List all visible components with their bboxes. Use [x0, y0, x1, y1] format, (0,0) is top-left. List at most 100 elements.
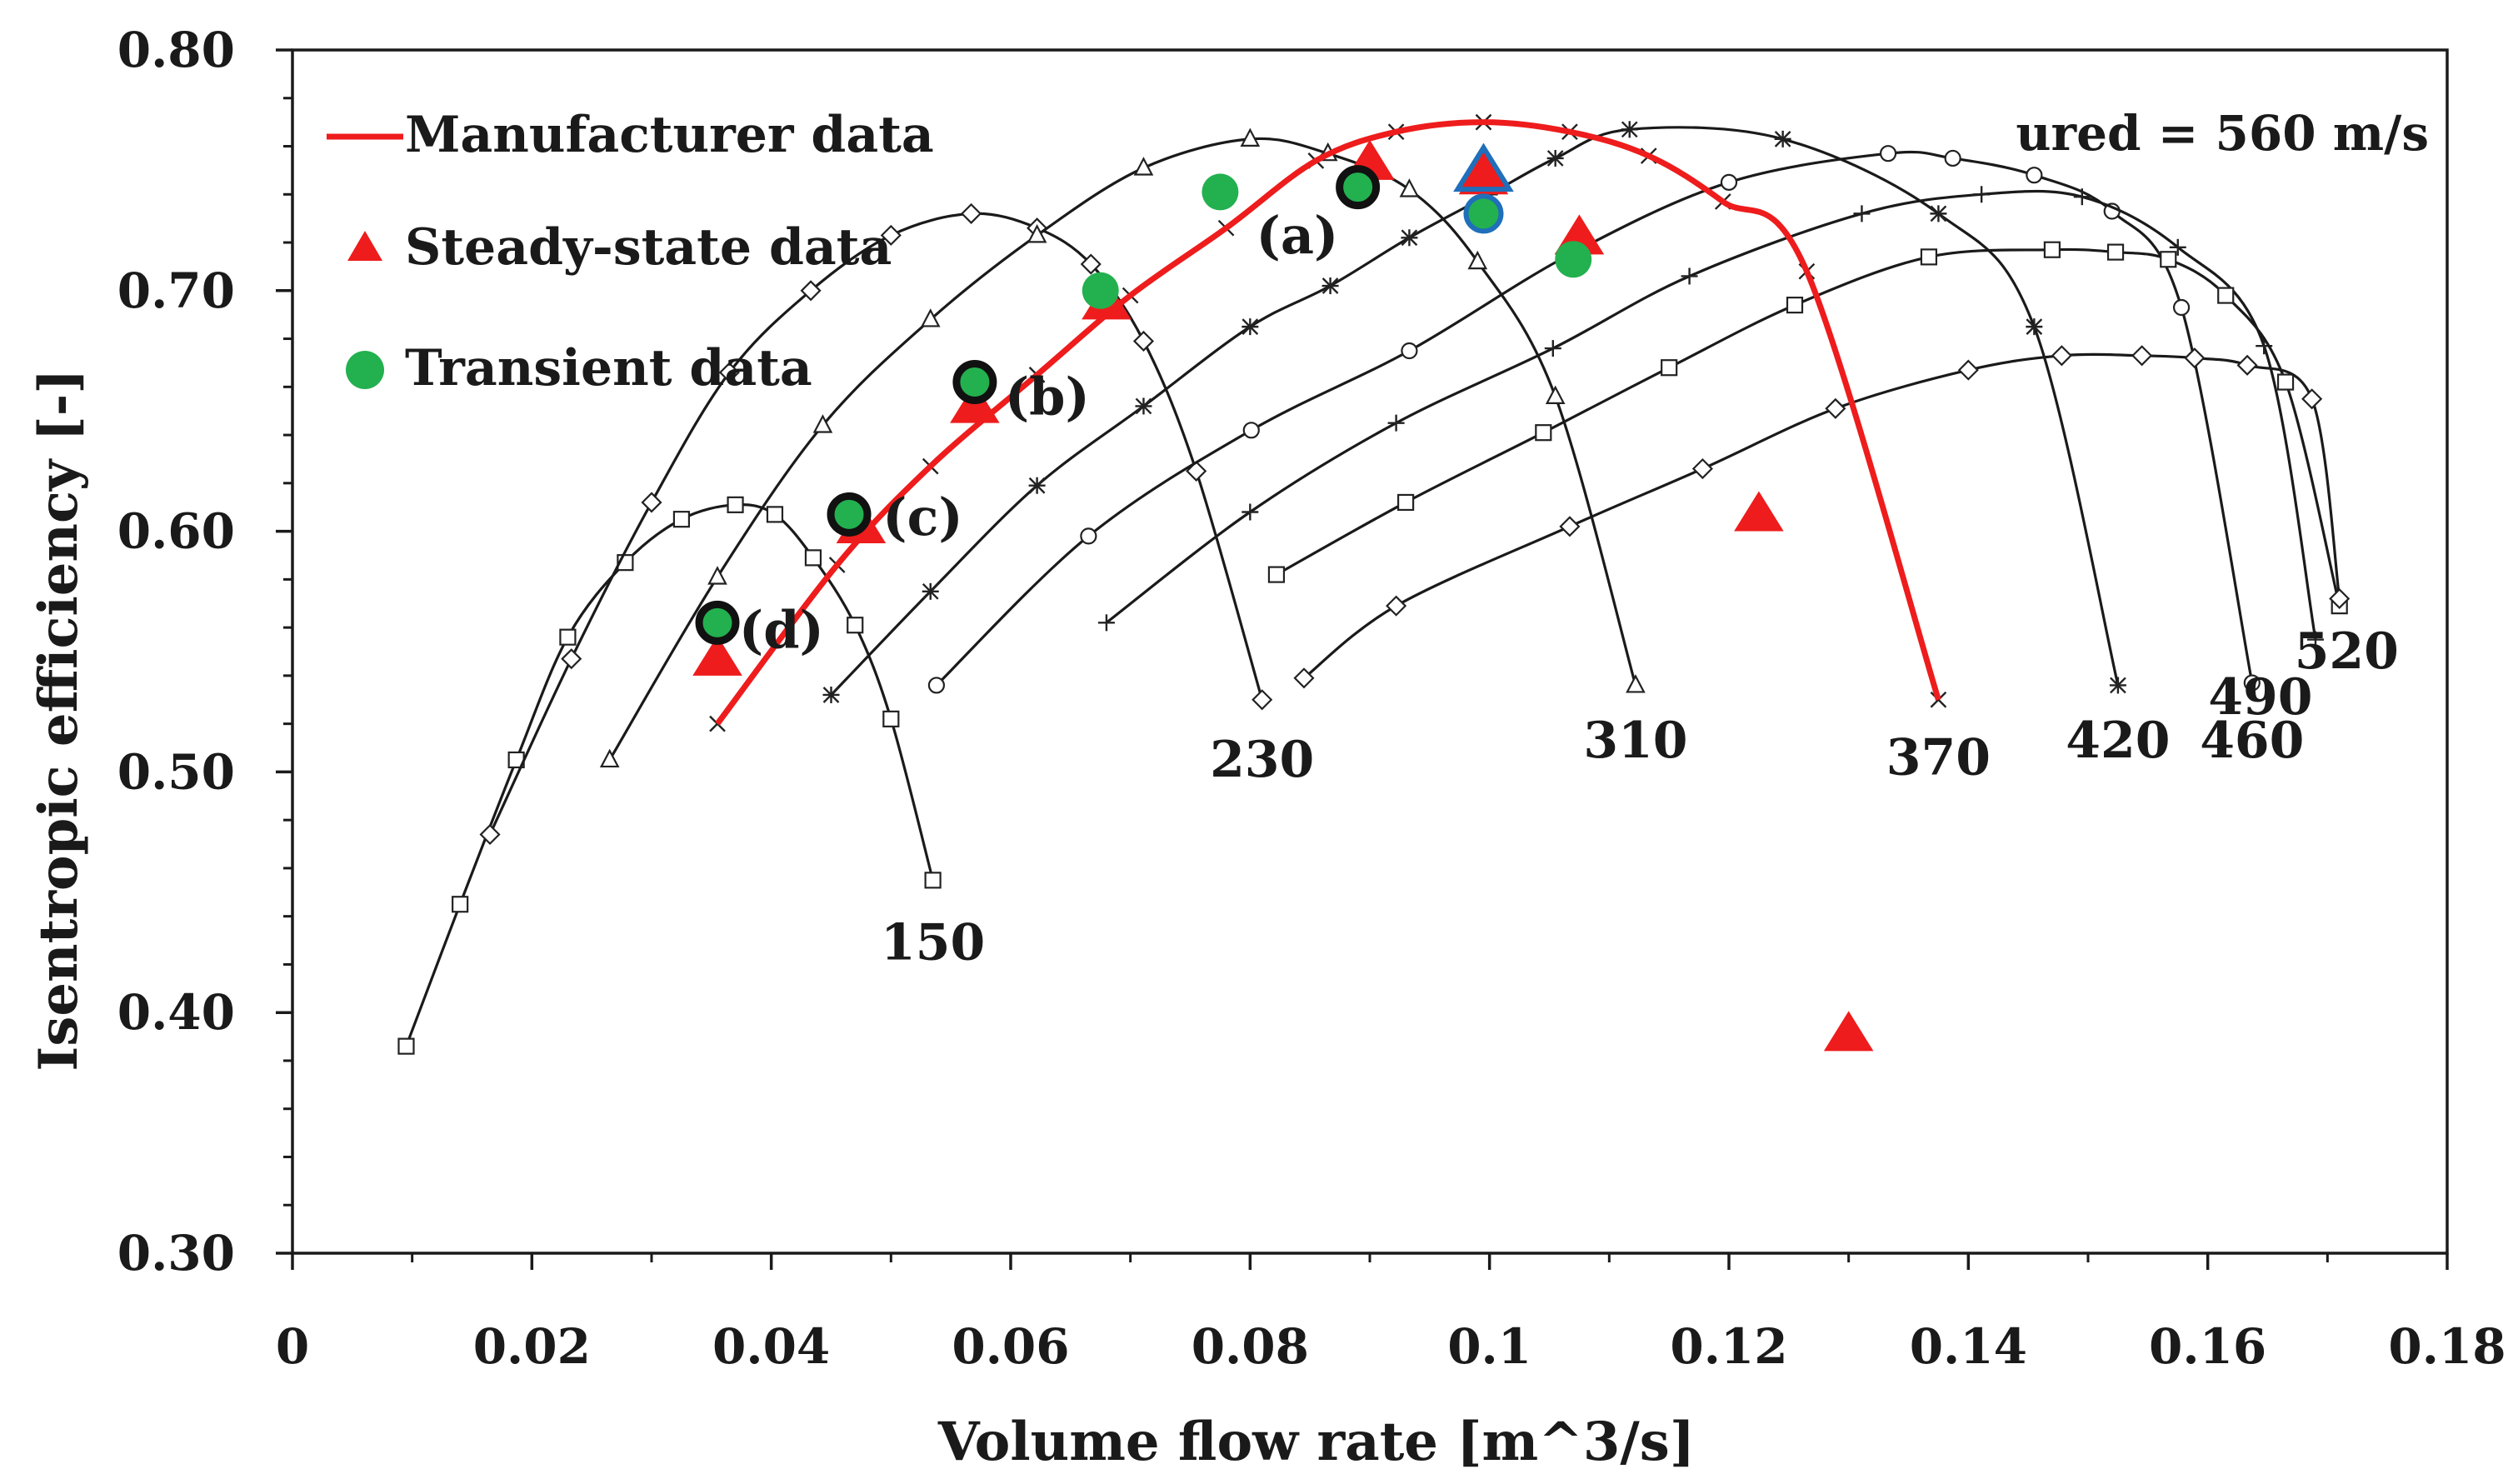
speed-line-marker	[2276, 373, 2295, 391]
x-tick-label: 0	[276, 1318, 309, 1375]
speed-line-curve	[935, 150, 2254, 687]
speed-line-marker	[1559, 516, 1581, 537]
x-tick-label: 0.08	[1192, 1318, 1309, 1375]
speed-line-curve	[1105, 189, 2317, 640]
speed-line-marker	[812, 414, 833, 433]
speed-line-marker	[2131, 345, 2153, 367]
speed-line-marker	[1242, 422, 1260, 439]
speed-line-marker	[1097, 614, 1115, 632]
speed-line-marker	[2160, 251, 2177, 268]
speed-line-marker	[1546, 149, 1564, 167]
speed-line-marker	[2329, 587, 2351, 610]
speed-label-460: 460	[2200, 712, 2304, 770]
transient-point	[952, 360, 997, 405]
speed-line-marker	[1774, 130, 1791, 147]
speed-line-marker	[397, 1037, 415, 1055]
manufacturer-series	[715, 119, 1941, 726]
speed-line-marker	[2109, 677, 2126, 694]
speed-line-marker	[927, 677, 946, 694]
speed-line-marker	[2306, 631, 2324, 648]
speed-line-marker	[2172, 298, 2191, 317]
steady-state-point	[692, 635, 742, 676]
speed-line-marker	[1957, 359, 1979, 381]
speed-line-marker	[1545, 385, 1566, 404]
transient-point	[1336, 165, 1381, 210]
speed-label-370: 370	[1886, 728, 1991, 787]
x-tick-label: 0.02	[473, 1318, 591, 1375]
y-tick-label: 0.70	[117, 262, 235, 319]
speed-line-marker	[2236, 354, 2258, 376]
speed-line-310	[599, 127, 1646, 768]
speed-line-marker	[718, 362, 740, 383]
speed-line-marker	[2243, 674, 2261, 692]
speed-line-marker	[2217, 287, 2235, 304]
x-tick-label: 0.18	[2388, 1318, 2506, 1375]
x-tick-label: 0.16	[2149, 1318, 2266, 1375]
speed-line-marker	[2073, 188, 2091, 206]
speed-line-marker	[1401, 229, 1418, 247]
speed-line-marker	[1681, 267, 1698, 285]
speed-line-marker	[1535, 424, 1552, 442]
legend-triangle-swatch	[347, 231, 382, 261]
axes: 0 0.02 0.04 0.06 0.08 0.1 0.12 0.14 0.16 0.18 0.30…	[117, 22, 2506, 1375]
y-tick-label: 0.40	[117, 984, 235, 1041]
speed-line-460	[927, 145, 2261, 694]
x-tick-label: 0.06	[952, 1318, 1069, 1375]
speed-line-marker	[1626, 674, 1646, 693]
speed-label-490: 490	[2208, 668, 2312, 727]
speed-line-marker	[1186, 460, 1207, 482]
legend-label-manufacturer: Manufacturer data	[405, 106, 934, 164]
speed-line-marker	[1386, 595, 1407, 617]
speed-line-marker	[1621, 121, 1638, 138]
steady-state-point-highlighted	[1453, 142, 1514, 192]
transient-point	[695, 600, 740, 645]
speed-line-marker	[822, 686, 840, 703]
speed-line-marker	[800, 280, 822, 302]
legend-circle-swatch	[346, 351, 384, 389]
speed-line-marker	[766, 506, 784, 523]
speed-line-marker	[672, 511, 691, 528]
speed-label-420: 420	[2066, 712, 2170, 770]
speed-line-marker	[1853, 205, 1871, 222]
transient-point	[1463, 193, 1504, 234]
speed-line-marker	[1920, 248, 1938, 266]
annotation-label: (d)	[739, 600, 824, 661]
speed-label-310: 310	[1583, 712, 1687, 770]
speed-line-marker	[707, 566, 727, 585]
speed-line-230	[479, 202, 1273, 846]
speed-line-marker	[2184, 347, 2206, 369]
speed-line-marker	[920, 308, 941, 327]
x-axis-title: Volume flow rate [m^3/s]	[937, 1411, 1695, 1473]
speed-line-marker	[1691, 457, 1713, 480]
speed-line-marker	[1879, 145, 1897, 162]
y-tick-label: 0.80	[117, 22, 235, 78]
transient-point	[1082, 272, 1119, 309]
speed-label-520: 520	[2295, 622, 2399, 681]
speed-line-marker	[641, 492, 662, 513]
speed-line-marker	[1240, 127, 1261, 147]
transient-point	[1202, 173, 1239, 211]
speed-line-marker	[2106, 243, 2125, 261]
legend: Manufacturer data Steady-state data Tran…	[327, 106, 934, 397]
point-annotations: (a) (b) (c) (d)	[739, 205, 1338, 661]
transient-point	[1555, 241, 1592, 278]
speed-line-marker	[1786, 297, 1804, 314]
speed-line-curve	[608, 137, 1637, 761]
speed-line-marker	[2169, 238, 2186, 256]
speed-line-marker	[1027, 224, 1047, 243]
speed-line-marker	[882, 710, 900, 727]
speed-line-marker	[1321, 277, 1339, 295]
x-tick-label: 0.12	[1670, 1318, 1787, 1375]
speed-line-curve	[488, 212, 1264, 836]
speed-line-marker	[479, 823, 501, 846]
speed-line-marker	[1544, 340, 1561, 357]
speed-line-marker	[1267, 566, 1286, 583]
speed-line-marker	[2026, 318, 2043, 336]
speed-line-marker	[2026, 167, 2043, 184]
speed-line-marker	[2051, 345, 2072, 367]
speed-line-curve	[1303, 352, 2341, 680]
speed-line-marker	[727, 496, 744, 513]
speed-line-marker	[1252, 689, 1273, 711]
annotation-label: (b)	[1005, 367, 1090, 427]
